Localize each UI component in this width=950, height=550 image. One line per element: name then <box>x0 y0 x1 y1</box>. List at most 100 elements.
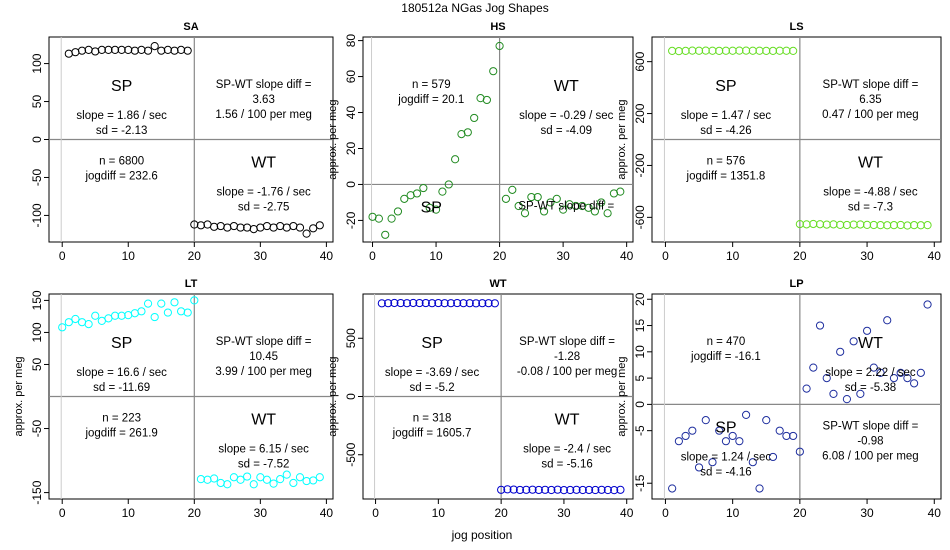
data-point <box>597 485 606 494</box>
data-point <box>374 214 383 223</box>
quadrant-bottom-left-line: jogdiff = 232.6 <box>84 171 157 183</box>
data-point <box>400 194 409 203</box>
data-point <box>795 447 804 456</box>
data-point <box>229 221 239 231</box>
data-point <box>668 46 677 55</box>
data-point <box>539 207 549 216</box>
quadrant-top-right-line: 3.63 <box>252 94 274 106</box>
quadrant-top-left-line: n = 470 <box>707 336 746 348</box>
data-point <box>117 45 126 55</box>
y-tick-label: 5 <box>633 374 647 381</box>
y-tick-label: 200 <box>633 103 647 123</box>
data-point <box>903 221 912 230</box>
y-tick-label: -20 <box>344 211 358 229</box>
quadrant-bottom-left-line: slope = 1.24 / sec <box>681 451 772 463</box>
data-point <box>802 220 811 229</box>
y-tick-label: 20 <box>633 292 647 306</box>
data-point <box>58 323 67 332</box>
y-tick-label: -600 <box>633 205 647 229</box>
data-point <box>137 45 146 55</box>
panel-sa: SA 0 10 20 30 40 -100 -50 0 50 100 SP slope = 1.86 /… <box>30 21 334 263</box>
data-point <box>694 463 704 472</box>
data-point <box>377 299 386 308</box>
quadrant-bottom-left-line: n = 576 <box>707 156 746 168</box>
data-point <box>236 475 245 484</box>
data-point <box>431 205 441 214</box>
data-point <box>916 368 925 377</box>
quadrant-top-left-line: slope = 1.47 / sec <box>681 110 772 122</box>
data-point <box>509 485 518 494</box>
y-axis-label: approx. per meg <box>327 99 339 179</box>
x-tick-label: 40 <box>928 249 942 263</box>
quadrant-top-right-line: 6.35 <box>859 94 881 106</box>
data-point <box>527 192 536 202</box>
panel-lt: LT approx. per meg 0 10 20 30 40 -150 -50 50 100 15… <box>13 278 334 520</box>
data-point <box>427 299 437 308</box>
panel-wt: WT approx. per meg 0 10 20 30 40 -500 0 500 SP slop… <box>327 278 634 520</box>
data-point <box>91 47 100 56</box>
y-tick-label: 100 <box>30 53 44 73</box>
quadrant-top-left-line: sd = -2.13 <box>96 125 147 137</box>
y-tick-label: -200 <box>633 153 647 177</box>
data-point <box>117 311 126 320</box>
data-point <box>434 298 443 308</box>
data-point <box>203 475 212 484</box>
data-point <box>789 46 798 55</box>
data-point <box>223 223 232 232</box>
data-point <box>262 221 272 231</box>
data-point <box>546 198 555 207</box>
data-point <box>150 42 159 51</box>
data-point <box>842 395 852 404</box>
data-point <box>249 224 258 234</box>
data-point <box>701 416 710 425</box>
data-point <box>470 113 479 123</box>
x-tick-label: 10 <box>432 506 446 520</box>
data-point <box>768 452 778 462</box>
y-tick-label: 50 <box>30 357 44 371</box>
x-tick-label: 10 <box>429 249 443 263</box>
data-point <box>571 201 580 211</box>
data-point <box>508 185 517 194</box>
panel-title: HS <box>490 21 505 33</box>
data-point <box>484 299 493 308</box>
quadrant-top-left-title: SP <box>715 78 736 95</box>
data-point <box>124 311 133 320</box>
y-axis-label: approx. per meg <box>616 99 628 179</box>
data-point <box>869 363 878 372</box>
quadrant-bottom-right-line: slope = 6.15 / sec <box>218 444 309 456</box>
data-point <box>578 485 587 495</box>
y-tick-label: 0 <box>344 393 358 400</box>
x-tick-label: 30 <box>860 249 874 263</box>
data-point <box>869 220 878 230</box>
data-point <box>256 223 265 232</box>
data-point <box>77 46 87 55</box>
data-point <box>889 374 899 383</box>
y-tick-label: -5 <box>633 425 647 436</box>
data-point <box>688 46 697 55</box>
y-tick-label: 50 <box>30 95 44 109</box>
panel-title: SA <box>183 21 198 33</box>
y-tick-label: 0 <box>633 401 647 408</box>
data-point <box>295 223 305 232</box>
data-point <box>681 46 690 55</box>
x-tick-label: 10 <box>122 249 136 263</box>
data-point <box>276 475 285 484</box>
quadrant-bottom-right-line: sd = -7.3 <box>848 202 893 214</box>
quadrant-bottom-right-line: sd = -7.52 <box>238 459 289 471</box>
data-point <box>440 299 449 308</box>
x-tick-label: 20 <box>493 249 507 263</box>
data-point <box>269 223 278 232</box>
x-tick-label: 30 <box>557 506 571 520</box>
data-point <box>415 298 424 308</box>
y-tick-label: -100 <box>30 203 44 227</box>
data-point <box>196 221 206 230</box>
data-point <box>735 46 744 55</box>
data-point <box>451 155 460 164</box>
x-tick-label: 0 <box>59 506 66 520</box>
data-point <box>514 201 523 211</box>
quadrant-top-right-line: SP-WT slope diff = <box>823 79 919 91</box>
data-point <box>396 298 405 308</box>
panel-lp: LP approx. per meg 0 10 20 30 40 -15 -5 0 5 10 15 20 n… <box>616 278 942 520</box>
quadrant-top-left-line: slope = 16.6 / sec <box>76 367 167 379</box>
data-point <box>130 309 139 318</box>
